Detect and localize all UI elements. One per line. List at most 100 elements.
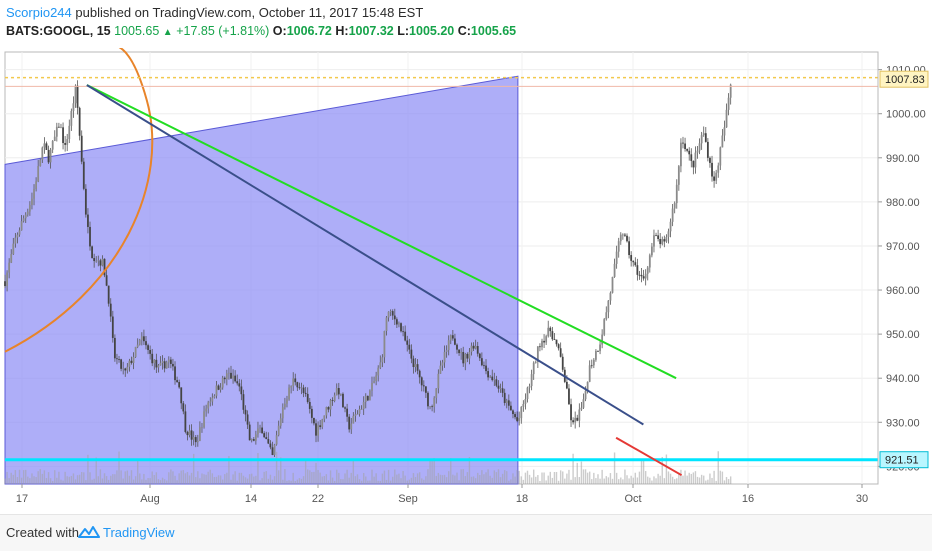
volume-bar: [466, 472, 469, 484]
volume-bar: [400, 478, 402, 484]
candle-body: [420, 377, 423, 386]
candle-body: [271, 447, 274, 456]
candle-body: [412, 358, 415, 368]
volume-bar: [528, 474, 531, 484]
volume-bar: [74, 479, 77, 484]
volume-bar: [340, 479, 342, 484]
volume-bar: [288, 480, 290, 484]
volume-bar: [85, 480, 87, 484]
candle-body: [532, 362, 535, 375]
volume-bar: [615, 472, 618, 484]
candle-body: [582, 399, 585, 408]
candle-body: [155, 359, 158, 368]
candle-body: [634, 262, 637, 266]
footer: Created with TradingView: [0, 514, 932, 551]
volume-bar: [325, 474, 328, 484]
volume-bar: [350, 472, 352, 484]
candle-body: [493, 379, 496, 381]
candle-body: [130, 360, 133, 363]
volume-bar: [317, 470, 319, 484]
volume-bar: [244, 477, 247, 484]
candle-body: [221, 377, 224, 388]
volume-bar: [406, 480, 408, 484]
volume-bar: [437, 472, 440, 484]
volume-bar: [611, 478, 614, 484]
author-link[interactable]: Scorpio244: [6, 5, 72, 20]
tradingview-logo-icon[interactable]: [78, 524, 100, 540]
candle-body: [20, 221, 23, 231]
drawings[interactable]: [4, 42, 878, 477]
candle-body: [487, 371, 489, 378]
volume-bar: [259, 480, 261, 484]
candle-body: [51, 140, 54, 150]
candle-body: [642, 276, 645, 279]
candle-body: [145, 341, 147, 346]
volume-bar: [584, 469, 587, 484]
volume-bar: [671, 476, 674, 484]
volume-bar: [518, 470, 520, 484]
candle-body: [729, 84, 732, 98]
shaded-region: [4, 75, 519, 485]
volume-bar: [6, 471, 8, 484]
volume-bar: [31, 473, 33, 484]
candle-body: [265, 437, 268, 440]
candle-body: [501, 388, 504, 393]
volume-bar: [157, 479, 160, 484]
volume-bar: [141, 479, 143, 484]
x-tick-label: 18: [516, 493, 528, 505]
volume-bar: [346, 469, 348, 484]
volume-bar: [87, 454, 89, 484]
candle-body: [167, 359, 170, 363]
candle-body: [360, 408, 363, 410]
volume-bar: [557, 480, 560, 484]
candle-body: [284, 403, 286, 408]
candle-body: [250, 439, 253, 441]
candle-body: [375, 375, 378, 382]
candle-body: [499, 388, 502, 390]
volume-bar: [192, 453, 195, 484]
candle-body: [400, 323, 402, 332]
volume-bar: [238, 472, 240, 484]
price-axis[interactable]: 1010.001000.00990.00980.00970.00960.0095…: [877, 52, 929, 484]
chart-area[interactable]: 1010.00 1000.00 990.00 980.00 970.00 960.00 95…: [0, 42, 932, 514]
candle-body: [103, 258, 106, 276]
volume-bar: [622, 479, 624, 484]
volume-bar: [410, 477, 413, 484]
volume-bar: [163, 479, 166, 484]
candle-body: [476, 346, 479, 354]
candle-body: [624, 234, 626, 236]
candle-body: [547, 327, 550, 337]
candle-body: [87, 214, 89, 227]
x-tick-label: 30: [856, 493, 868, 505]
candle-body: [381, 357, 384, 363]
candle-body: [111, 316, 114, 338]
chart-header: Scorpio244 published on TradingView.com,…: [0, 0, 932, 48]
volume-bar: [423, 479, 425, 484]
candle-body: [454, 338, 456, 345]
volume-bar: [68, 476, 70, 484]
candle-body: [70, 110, 73, 126]
candle-body: [416, 364, 419, 371]
candle-body: [514, 414, 516, 418]
candle-body: [393, 315, 396, 320]
volume-bar: [435, 475, 437, 484]
tradingview-link[interactable]: TradingView: [103, 525, 175, 540]
volume-bar: [543, 472, 545, 484]
candle-body: [648, 255, 651, 268]
volume-bar: [487, 469, 489, 484]
candle-body: [128, 360, 131, 367]
volume-bar: [516, 470, 518, 484]
candle-body: [462, 351, 465, 364]
candle-body: [275, 435, 278, 445]
candle-body: [99, 260, 102, 266]
volume-bar: [468, 457, 471, 484]
candle-body: [58, 126, 60, 128]
time-axis[interactable]: 17 Aug 14 22 Sep 18 Oct 16 30: [16, 484, 868, 505]
candle-body: [613, 263, 616, 277]
x-tick-label: 14: [245, 493, 257, 505]
candle-body: [702, 133, 705, 136]
volume-bar: [458, 480, 460, 484]
volume-bar: [688, 472, 690, 484]
price-chart[interactable]: 1010.001000.00990.00980.00970.00960.0095…: [0, 42, 932, 514]
candle-body: [694, 152, 697, 168]
